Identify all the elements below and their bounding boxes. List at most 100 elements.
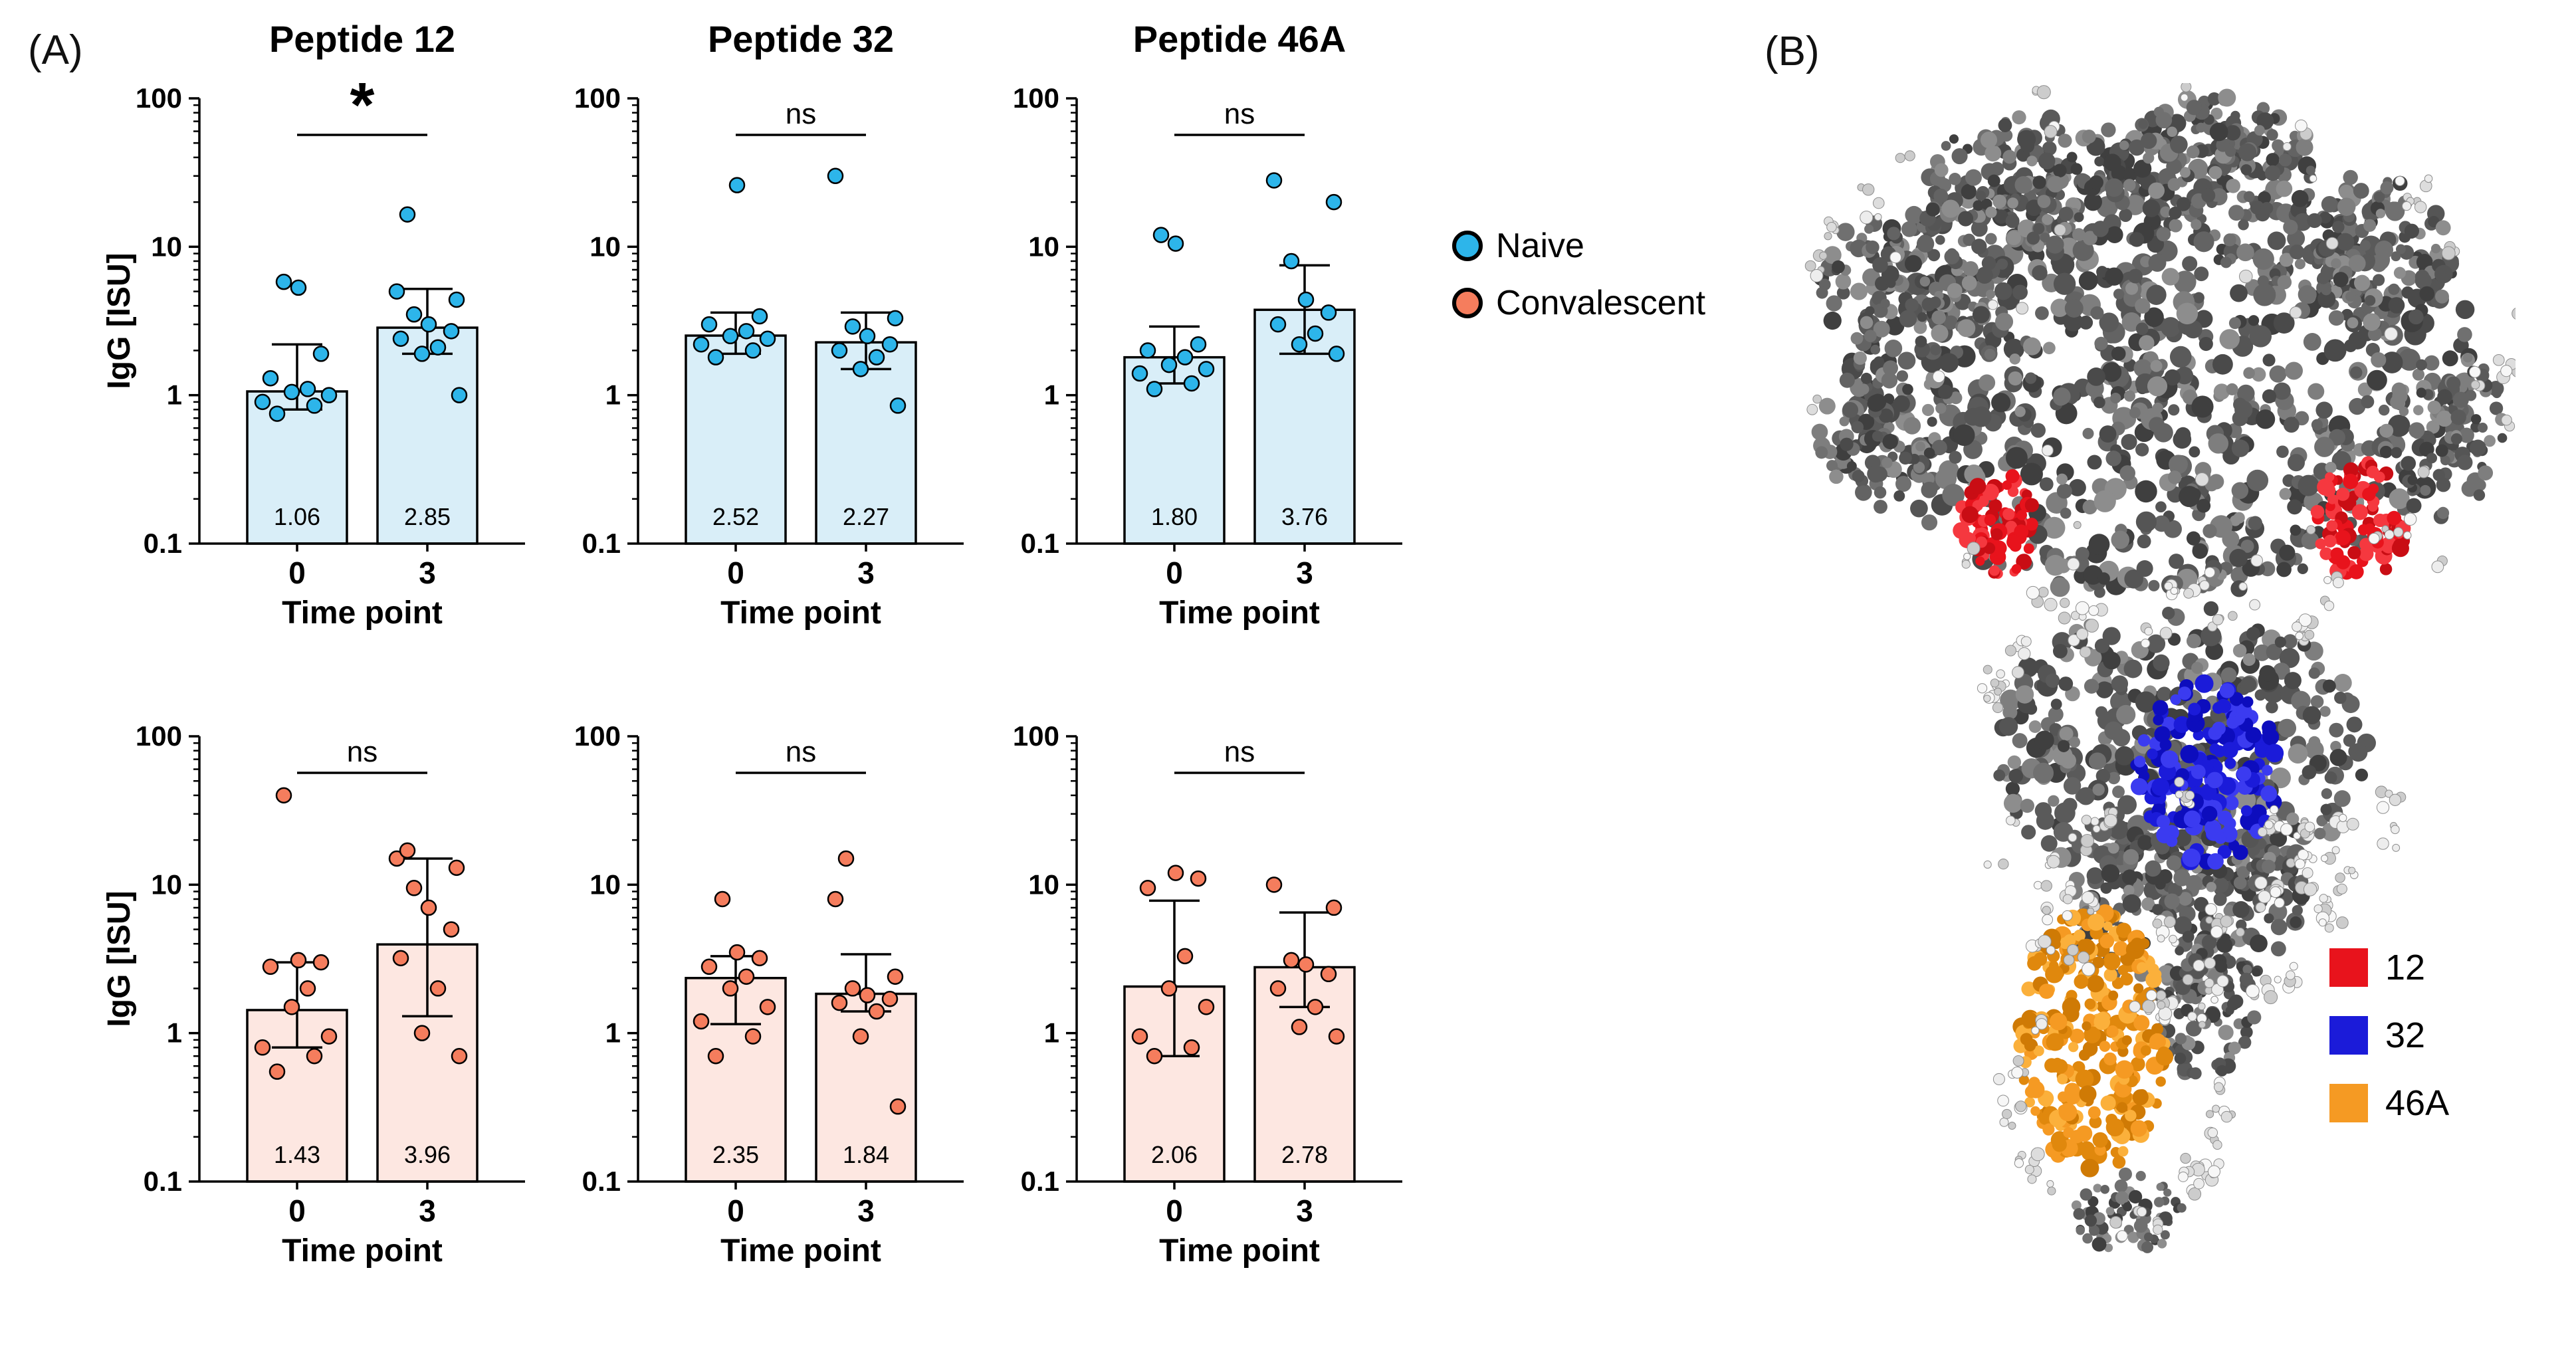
svg-text:10: 10	[590, 869, 621, 900]
svg-text:2.35: 2.35	[712, 1141, 759, 1168]
svg-text:1: 1	[167, 379, 182, 411]
svg-text:Peptide 32: Peptide 32	[708, 18, 894, 60]
chart-canvas: 1.43 3.96 0.1 1 10 100 0 3 Time point IgG [ISU] ns	[102, 720, 525, 1269]
svg-text:0: 0	[727, 556, 744, 590]
svg-text:3.76: 3.76	[1281, 503, 1328, 530]
svg-text:0.1: 0.1	[1021, 528, 1059, 559]
legend-label-peptide-46a: 46A	[2385, 1083, 2450, 1123]
svg-text:3: 3	[1296, 556, 1313, 590]
svg-text:1: 1	[605, 379, 621, 411]
peptide-12-color-square	[2329, 948, 2368, 987]
legend-item-convalescent: Convalescent	[1452, 283, 1705, 323]
chart-canvas: 2.35 1.84 0.1 1 10 100 0 3 Time point ns	[574, 720, 964, 1269]
svg-text:ns: ns	[1224, 98, 1255, 130]
svg-text:Time point: Time point	[282, 595, 443, 631]
svg-text:100: 100	[136, 82, 182, 114]
svg-text:Time point: Time point	[1159, 1233, 1320, 1269]
panel-a-label: (A)	[28, 27, 83, 73]
svg-text:ns: ns	[786, 736, 816, 768]
svg-text:IgG [ISU]: IgG [ISU]	[102, 253, 137, 389]
legend-label-peptide-32: 32	[2385, 1015, 2426, 1055]
chart-peptide-46a-naive: 1.80 3.76 0.1 1 10 100 0 3 Time point Peptide 46A…	[977, 12, 1416, 643]
legend-item-peptide-12: 12	[2329, 947, 2449, 988]
svg-text:2.27: 2.27	[843, 503, 889, 530]
svg-text:ns: ns	[1224, 736, 1255, 768]
svg-text:1: 1	[605, 1017, 621, 1049]
legend-label-convalescent: Convalescent	[1496, 284, 1706, 322]
svg-text:0.1: 0.1	[144, 1166, 182, 1197]
svg-text:0.1: 0.1	[582, 528, 621, 559]
svg-text:2.52: 2.52	[712, 503, 759, 530]
svg-text:0.1: 0.1	[582, 1166, 621, 1197]
svg-text:0: 0	[1166, 1193, 1183, 1228]
svg-text:Peptide 12: Peptide 12	[269, 18, 455, 60]
svg-text:10: 10	[1028, 869, 1059, 900]
chart-canvas: 1.80 3.76 0.1 1 10 100 0 3 Time point Peptide 46A…	[1013, 18, 1402, 631]
legend-item-naive: Naive	[1452, 226, 1705, 266]
panel-b-label: (B)	[1765, 29, 1820, 74]
svg-text:IgG [ISU]: IgG [ISU]	[102, 890, 137, 1027]
chart-canvas: 2.06 2.78 0.1 1 10 100 0 3 Time point ns	[1013, 720, 1402, 1269]
svg-text:0: 0	[288, 1193, 306, 1228]
svg-text:2.78: 2.78	[1281, 1141, 1328, 1168]
svg-text:3: 3	[419, 556, 436, 590]
group-legend: Naive Convalescent	[1452, 226, 1705, 323]
svg-text:100: 100	[574, 82, 621, 114]
svg-text:0: 0	[727, 1193, 744, 1228]
convalescent-color-dot	[1452, 288, 1483, 318]
svg-text:10: 10	[151, 231, 182, 262]
svg-text:3: 3	[1296, 1193, 1313, 1228]
svg-text:1.80: 1.80	[1151, 503, 1198, 530]
svg-text:10: 10	[590, 231, 621, 262]
chart-peptide-32-convalescent: 2.35 1.84 0.1 1 10 100 0 3 Time point ns	[538, 650, 977, 1281]
svg-text:Peptide 46A: Peptide 46A	[1133, 18, 1346, 60]
svg-text:1: 1	[1044, 1017, 1059, 1049]
svg-text:Time point: Time point	[720, 595, 881, 631]
chart-canvas: 1.06 2.85 0.1 1 10 100 0 3 Time point IgG [ISU] Pe…	[102, 18, 525, 631]
svg-text:ns: ns	[786, 98, 816, 130]
svg-text:2.85: 2.85	[404, 503, 451, 530]
svg-text:1: 1	[1044, 379, 1059, 411]
peptide-46a-color-square	[2329, 1084, 2368, 1122]
svg-text:3.96: 3.96	[404, 1141, 451, 1168]
svg-text:Time point: Time point	[282, 1233, 443, 1269]
chart-peptide-12-convalescent: 1.43 3.96 0.1 1 10 100 0 3 Time point IgG [ISU] ns	[100, 650, 538, 1281]
legend-label-peptide-12: 12	[2385, 948, 2426, 987]
svg-text:100: 100	[1013, 82, 1059, 114]
svg-text:100: 100	[136, 720, 182, 752]
svg-text:1.84: 1.84	[843, 1141, 889, 1168]
legend-item-peptide-32: 32	[2329, 1015, 2449, 1056]
spike-protein-structure	[1804, 81, 2539, 1259]
svg-text:Time point: Time point	[1159, 595, 1320, 631]
svg-text:*: *	[350, 70, 375, 140]
peptide-32-color-square	[2329, 1016, 2368, 1055]
svg-text:3: 3	[857, 556, 875, 590]
svg-text:10: 10	[1028, 231, 1059, 262]
svg-text:100: 100	[1013, 720, 1059, 752]
spike-protein-canvas	[1804, 81, 2539, 1253]
svg-text:3: 3	[419, 1193, 436, 1228]
svg-text:1.06: 1.06	[274, 503, 320, 530]
chart-peptide-12-naive: 1.06 2.85 0.1 1 10 100 0 3 Time point IgG [ISU] Pe…	[100, 12, 538, 643]
svg-text:0: 0	[1166, 556, 1183, 590]
svg-text:2.06: 2.06	[1151, 1141, 1198, 1168]
svg-text:0.1: 0.1	[1021, 1166, 1059, 1197]
svg-text:1.43: 1.43	[274, 1141, 320, 1168]
svg-text:1: 1	[167, 1017, 182, 1049]
chart-peptide-32-naive: 2.52 2.27 0.1 1 10 100 0 3 Time point Peptide 32 n…	[538, 12, 977, 643]
svg-text:3: 3	[857, 1193, 875, 1228]
svg-text:100: 100	[574, 720, 621, 752]
chart-canvas: 2.52 2.27 0.1 1 10 100 0 3 Time point Peptide 32 n…	[574, 18, 964, 631]
naive-color-dot	[1452, 231, 1483, 261]
peptide-legend: 12 32 46A	[2329, 947, 2449, 1124]
svg-text:0: 0	[288, 556, 306, 590]
svg-text:10: 10	[151, 869, 182, 900]
chart-peptide-46a-convalescent: 2.06 2.78 0.1 1 10 100 0 3 Time point ns	[977, 650, 1416, 1281]
legend-label-naive: Naive	[1496, 227, 1584, 265]
charts-grid: 1.06 2.85 0.1 1 10 100 0 3 Time point IgG [ISU] Pe…	[100, 12, 1416, 1281]
legend-item-peptide-46a: 46A	[2329, 1083, 2449, 1124]
svg-text:ns: ns	[347, 736, 377, 768]
svg-text:Time point: Time point	[720, 1233, 881, 1269]
svg-text:0.1: 0.1	[144, 528, 182, 559]
